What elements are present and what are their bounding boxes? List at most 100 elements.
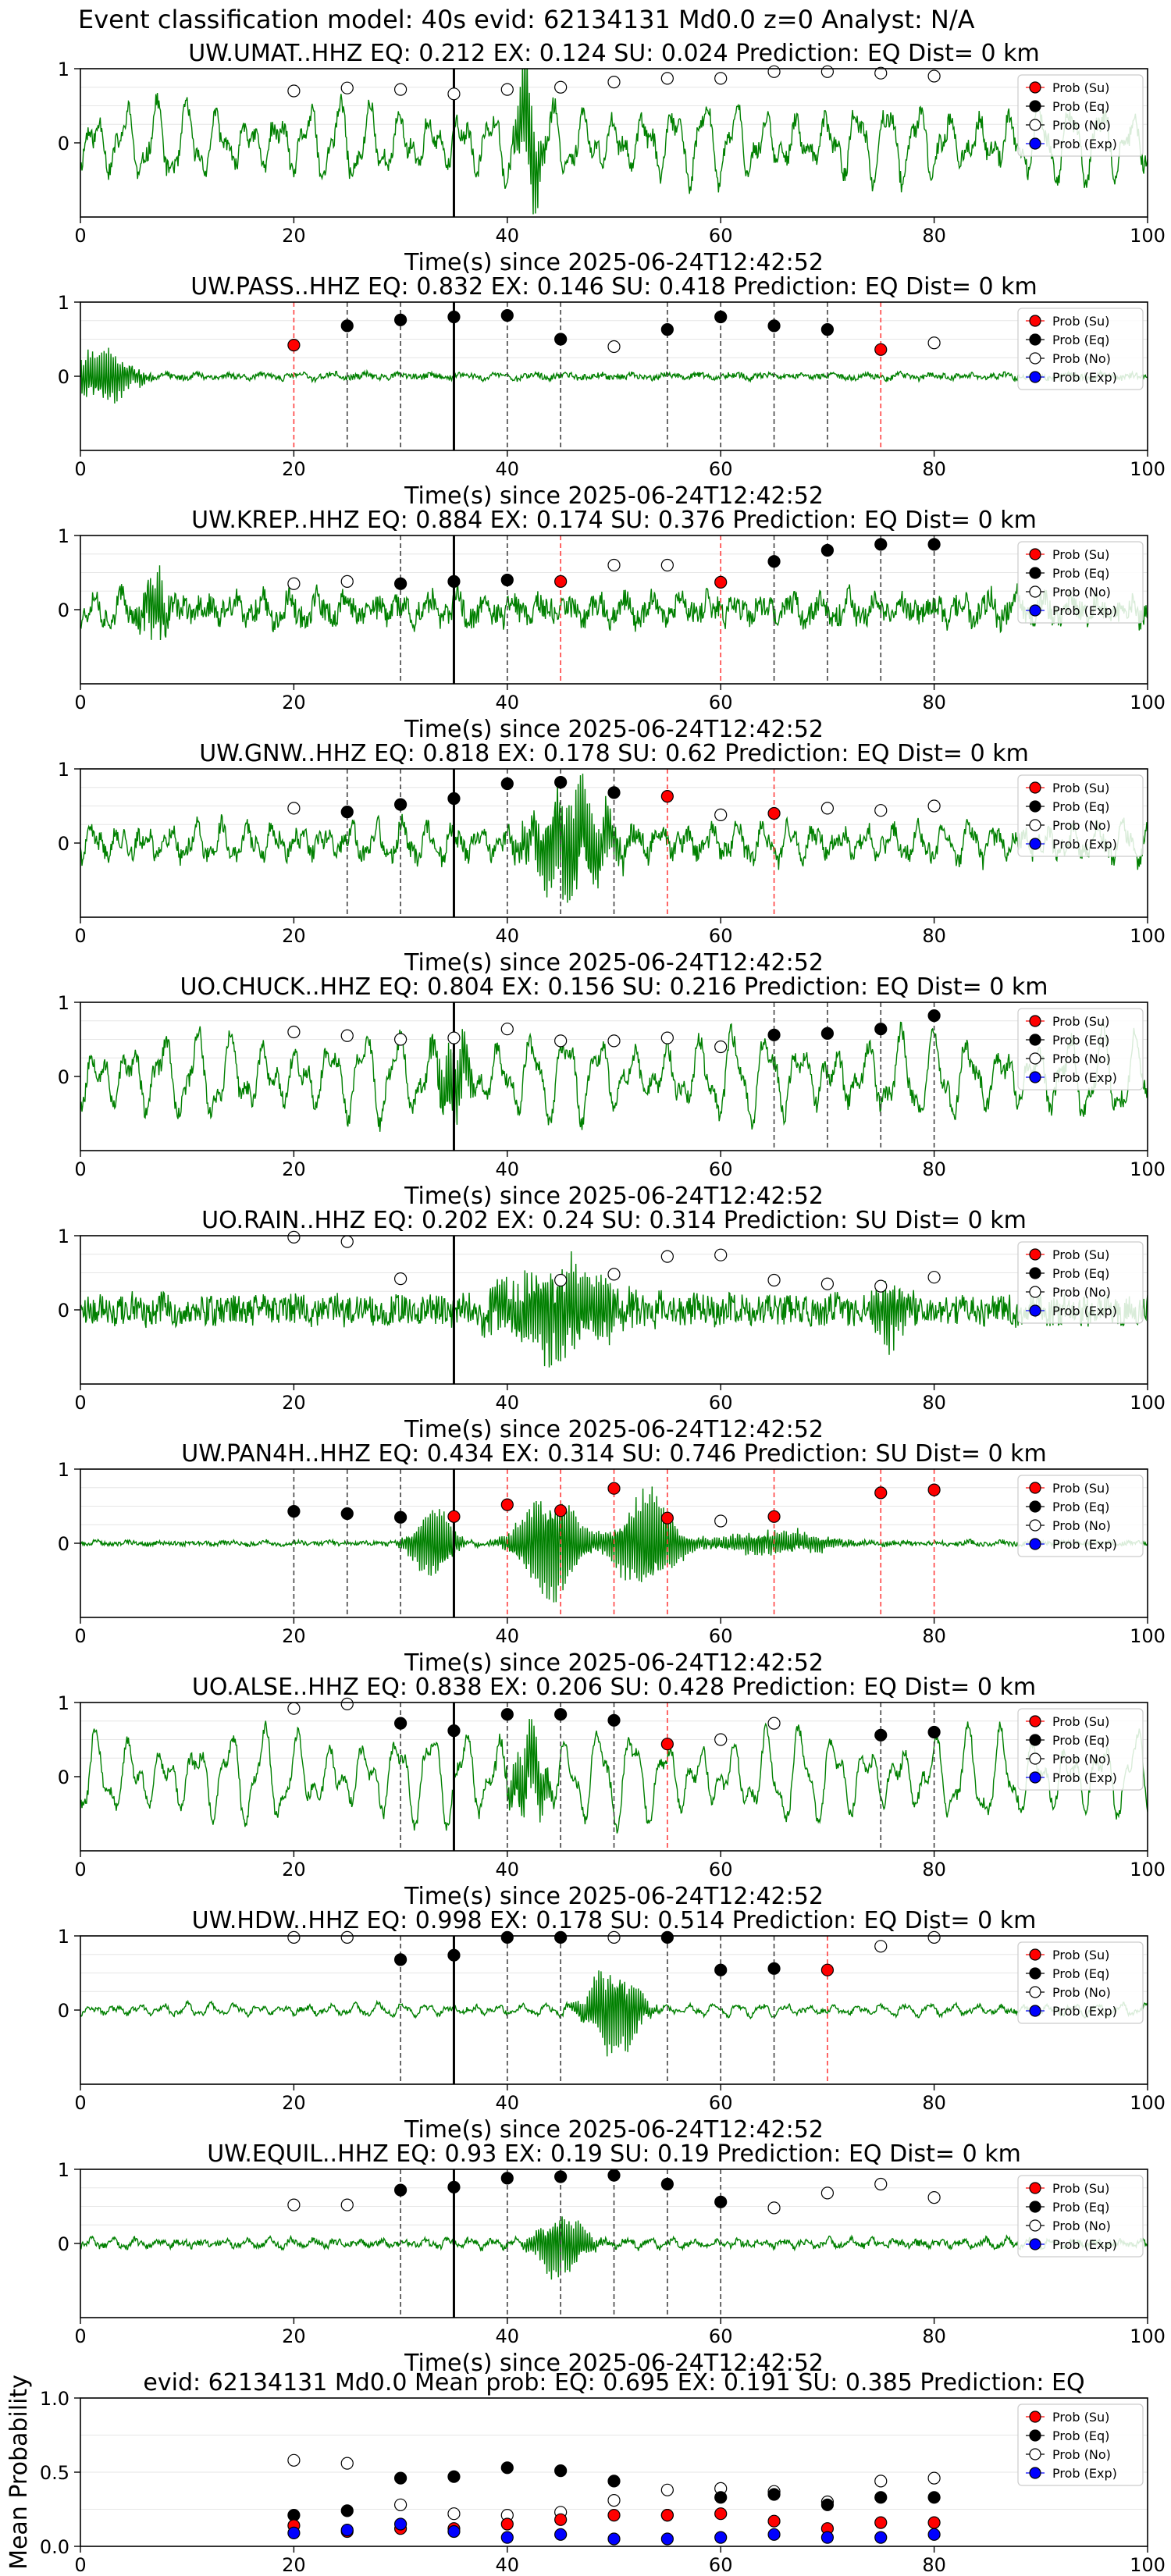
legend-marker-eq xyxy=(1029,2429,1041,2442)
mean-point-exp xyxy=(607,2532,621,2546)
mean-point-exp xyxy=(393,2517,408,2531)
legend-marker-su xyxy=(1029,1482,1041,1494)
marker-prob-no xyxy=(714,1248,728,1261)
marker-prob-eq xyxy=(767,1028,781,1041)
x-tick-label: 60 xyxy=(709,1158,733,1180)
legend-label: Prob (Eq) xyxy=(1052,799,1109,814)
x-tick-label: 0 xyxy=(74,1158,86,1180)
subplot-9: UW.HDW..HHZ EQ: 0.998 EX: 0.178 SU: 0.51… xyxy=(58,1907,1166,2144)
marker-prob-eq xyxy=(500,573,514,587)
legend-marker-no xyxy=(1029,819,1041,831)
marker-prob-eq xyxy=(820,1026,835,1041)
subplot-title: UO.RAIN..HHZ EQ: 0.202 EX: 0.24 SU: 0.31… xyxy=(201,1207,1027,1234)
marker-prob-eq xyxy=(607,786,621,799)
marker-prob-no xyxy=(500,83,514,96)
legend-label: Prob (Exp) xyxy=(1052,370,1117,385)
mean-point-exp xyxy=(447,2524,461,2539)
waveform-trace xyxy=(80,1486,1148,1603)
mean-point-su xyxy=(714,2507,728,2521)
x-tick-label: 40 xyxy=(496,1625,520,1647)
legend-marker-no xyxy=(1029,585,1041,598)
x-tick-label: 20 xyxy=(282,1392,306,1414)
legend-marker-eq xyxy=(1029,333,1041,346)
subplot-8: UO.ALSE..HHZ EQ: 0.838 EX: 0.206 SU: 0.4… xyxy=(58,1674,1166,1910)
legend-label: Prob (Eq) xyxy=(1052,1733,1109,1748)
legend: Prob (Su) Prob (Eq) Prob (No) Prob (Exp) xyxy=(1017,74,1144,157)
legend-label: Prob (Eq) xyxy=(1052,99,1109,114)
x-tick-label: 40 xyxy=(496,1392,520,1414)
x-tick-label: 80 xyxy=(922,1158,946,1180)
x-tick-label: 40 xyxy=(496,458,520,480)
marker-prob-eq xyxy=(660,1930,674,1944)
mean-point-exp xyxy=(554,2528,568,2541)
marker-prob-eq xyxy=(820,323,835,336)
subplot-title: UW.HDW..HHZ EQ: 0.998 EX: 0.178 SU: 0.51… xyxy=(192,1907,1037,1934)
marker-prob-eq xyxy=(820,543,835,557)
y-tick-label: 1 xyxy=(58,59,69,80)
x-tick-label: 20 xyxy=(282,2554,306,2576)
marker-prob-no xyxy=(767,2201,781,2215)
mean-point-no xyxy=(287,2453,301,2467)
marker-prob-eq xyxy=(927,1725,941,1739)
marker-prob-su xyxy=(447,1510,461,1523)
marker-prob-su xyxy=(874,343,888,356)
x-tick-label: 100 xyxy=(1130,1625,1166,1647)
marker-prob-eq xyxy=(767,319,781,333)
x-tick-label: 60 xyxy=(709,1625,733,1647)
mean-point-eq xyxy=(714,2491,728,2504)
mean-point-su xyxy=(500,2517,514,2531)
marker-prob-no xyxy=(714,1514,728,1528)
mean-point-su xyxy=(554,2513,568,2526)
marker-prob-no xyxy=(607,1930,621,1944)
subplot-11: evid: 62134131 Md0.0 Mean prob: EQ: 0.69… xyxy=(5,2369,1166,2576)
marker-prob-su xyxy=(660,790,674,803)
x-tick-label: 20 xyxy=(282,1158,306,1180)
marker-prob-no xyxy=(340,81,354,94)
marker-prob-no xyxy=(874,1279,888,1293)
marker-prob-eq xyxy=(447,1724,461,1738)
legend-label: Prob (Exp) xyxy=(1052,837,1117,852)
x-tick-label: 40 xyxy=(496,2325,520,2347)
marker-prob-no xyxy=(874,66,888,80)
legend-marker-eq xyxy=(1029,1967,1041,1980)
x-tick-label: 80 xyxy=(922,2554,946,2576)
x-tick-label: 20 xyxy=(282,458,306,480)
x-tick-label: 20 xyxy=(282,2092,306,2114)
x-tick-label: 60 xyxy=(709,2325,733,2347)
legend-label: Prob (Exp) xyxy=(1052,603,1117,618)
legend-marker-no xyxy=(1029,352,1041,365)
x-tick-label: 0 xyxy=(74,2325,86,2347)
legend-marker-su xyxy=(1029,315,1041,327)
marker-prob-eq xyxy=(874,1728,888,1742)
legend-box xyxy=(1017,1708,1144,1791)
legend-marker-no xyxy=(1029,2448,1041,2460)
marker-prob-su xyxy=(927,1483,941,1496)
marker-prob-su xyxy=(554,1504,568,1517)
legend-label: Prob (Su) xyxy=(1052,1014,1109,1029)
legend-label: Prob (No) xyxy=(1052,585,1111,600)
marker-prob-eq xyxy=(393,1510,408,1524)
x-tick-label: 100 xyxy=(1130,2325,1166,2347)
legend-marker-su xyxy=(1029,781,1041,794)
legend: Prob (Su) Prob (Eq) Prob (No) Prob (Exp) xyxy=(1017,308,1144,390)
legend-marker-eq xyxy=(1029,567,1041,579)
x-axis-label: Time(s) since 2025-06-24T12:42:52 xyxy=(404,2350,824,2377)
marker-prob-eq xyxy=(500,1708,514,1721)
x-tick-label: 80 xyxy=(922,1859,946,1880)
subplot-title: evid: 62134131 Md0.0 Mean prob: EQ: 0.69… xyxy=(143,2369,1084,2396)
x-tick-label: 80 xyxy=(922,458,946,480)
x-tick-label: 0 xyxy=(74,1392,86,1414)
x-tick-label: 40 xyxy=(496,2092,520,2114)
marker-prob-su xyxy=(874,1486,888,1500)
marker-prob-eq xyxy=(714,2195,728,2208)
x-axis-label: Time(s) since 2025-06-24T12:42:52 xyxy=(404,249,824,276)
mean-point-no xyxy=(607,2494,621,2507)
marker-prob-eq xyxy=(447,1948,461,1962)
mean-point-eq xyxy=(874,2491,888,2504)
marker-prob-eq xyxy=(874,1023,888,1036)
mean-point-exp xyxy=(714,2531,728,2544)
legend-label: Prob (No) xyxy=(1052,1985,1111,2000)
legend-marker-su xyxy=(1029,2182,1041,2194)
marker-prob-no xyxy=(714,808,728,822)
marker-prob-no xyxy=(393,1272,408,1286)
